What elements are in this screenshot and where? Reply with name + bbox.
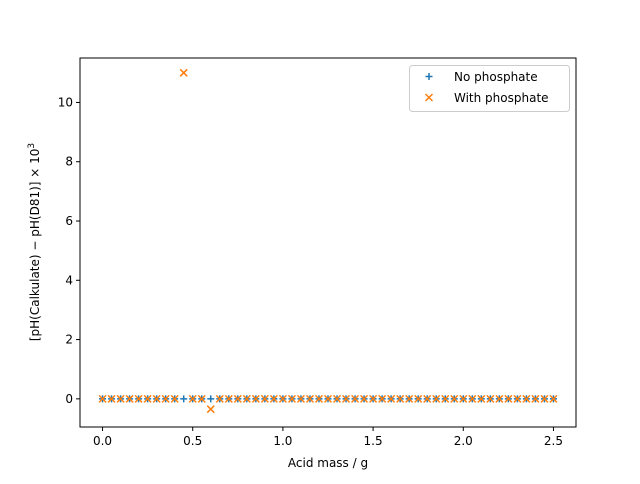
y-axis-ticks: 0 2 4 6 8 10 [58, 95, 80, 406]
data-point [342, 394, 351, 403]
data-point [242, 394, 251, 403]
data-point [531, 394, 540, 403]
data-point [278, 394, 287, 403]
legend-marker-with-phosphate [424, 93, 434, 102]
data-point [125, 394, 134, 403]
y-tick-label: 0 [65, 392, 73, 406]
data-point [513, 394, 522, 403]
data-point [369, 394, 378, 403]
data-point [360, 394, 369, 403]
x-tick-label: 0.0 [93, 434, 112, 448]
x-tick-label: 2.0 [454, 434, 473, 448]
data-point [323, 394, 333, 403]
data-point [414, 394, 423, 403]
data-point [405, 394, 414, 403]
y-tick-label: 10 [58, 95, 73, 109]
data-point [143, 394, 152, 403]
y-tick-label: 8 [65, 155, 73, 169]
data-point [296, 394, 305, 403]
data-point [233, 394, 242, 403]
data-point [251, 394, 260, 403]
data-point [522, 394, 531, 403]
y-axis-label-exponent: 3 [27, 143, 37, 149]
data-point [486, 394, 495, 403]
data-point [179, 68, 188, 77]
y-axis-label-main: [pH(Calkulate) − pH(D81)] × 10 [28, 149, 42, 342]
data-point [477, 394, 486, 403]
data-point [450, 394, 459, 403]
data-point [170, 394, 179, 403]
axes-frame [79, 57, 577, 428]
data-point [305, 394, 314, 403]
data-point [432, 394, 441, 403]
y-tick-label: 6 [65, 214, 73, 228]
data-point [423, 394, 432, 403]
legend-label-no-phosphate: No phosphate [454, 70, 538, 84]
legend-marker-x-icon [424, 93, 434, 102]
data-point [188, 394, 197, 403]
x-tick-label: 2.5 [544, 434, 563, 448]
data-point [387, 394, 396, 403]
y-axis-label-group: [pH(Calkulate) − pH(D81)] × 103 [27, 143, 42, 341]
legend-marker-plus-icon [425, 73, 433, 80]
y-tick-label: 2 [65, 333, 73, 347]
data-point [215, 394, 224, 403]
data-point [504, 394, 513, 403]
data-point [98, 394, 107, 403]
data-point [224, 394, 233, 403]
legend-label-with-phosphate: With phosphate [454, 91, 549, 105]
x-tick-label: 1.5 [364, 434, 383, 448]
data-point [107, 394, 116, 403]
x-axis-ticks: 0.0 0.5 1.0 1.5 2.0 2.5 [93, 427, 563, 448]
data-point [351, 394, 360, 403]
data-point [549, 394, 558, 403]
data-point [197, 394, 206, 403]
plot-area [98, 68, 558, 414]
data-point [152, 394, 161, 403]
data-point [161, 394, 170, 403]
legend: No phosphate With phosphate [409, 65, 570, 112]
data-point [468, 394, 477, 403]
x-axis-label: Acid mass / g [288, 456, 368, 470]
data-point [269, 394, 278, 403]
data-point [116, 394, 125, 403]
data-point [260, 394, 269, 403]
data-point [396, 394, 405, 403]
data-point [332, 394, 342, 403]
data-point [180, 395, 188, 403]
y-axis-label: [pH(Calkulate) − pH(D81)] × 103 [27, 143, 42, 341]
y-tick-label: 4 [65, 273, 73, 287]
data-point [287, 394, 296, 403]
x-tick-label: 0.5 [183, 434, 202, 448]
data-point [207, 395, 215, 403]
data-point [540, 394, 549, 403]
legend-frame [409, 65, 570, 112]
series-with-phosphate [98, 68, 558, 414]
data-point [459, 394, 468, 403]
data-point [378, 394, 387, 403]
data-point [314, 394, 324, 403]
data-point [206, 405, 215, 414]
data-point [441, 394, 450, 403]
data-point [134, 394, 143, 403]
legend-marker-no-phosphate [425, 73, 433, 80]
x-tick-label: 1.0 [273, 434, 292, 448]
data-point [495, 394, 504, 403]
